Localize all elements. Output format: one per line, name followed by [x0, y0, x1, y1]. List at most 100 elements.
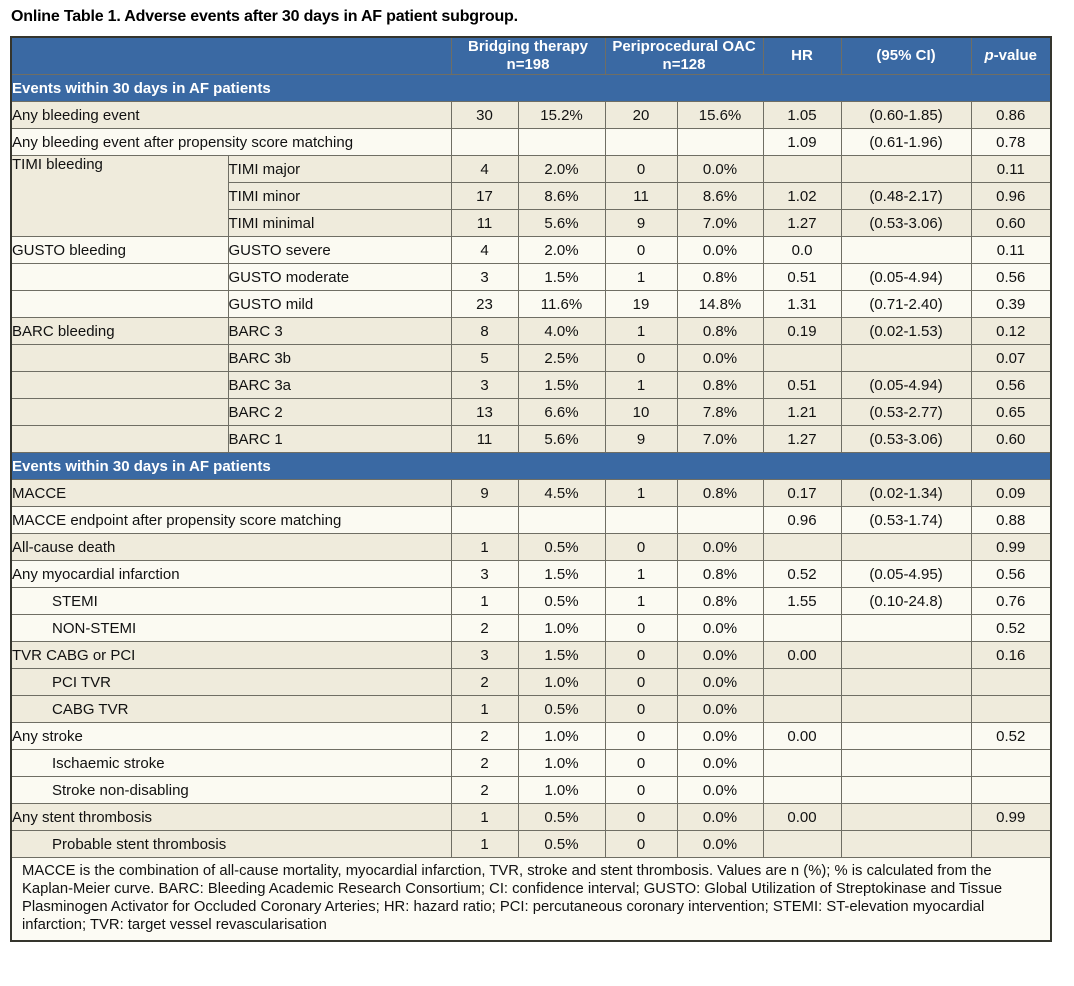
cell-oac-pct: 0.0% [676, 533, 764, 561]
cell-pvalue: 0.78 [970, 128, 1052, 156]
cell-oac-pct: 0.0% [676, 236, 764, 264]
table-body: Events within 30 days in AF patients Any … [10, 74, 1052, 858]
table-foot: MACCE is the combination of all-cause mo… [10, 857, 1052, 942]
cell-bridging-pct: 15.2% [517, 101, 606, 129]
cell-bridging-pct: 0.5% [517, 830, 606, 858]
table-row: GUSTO moderate 3 1.5% 1 0.8% 0.51 (0.05-4.94) 0… [10, 263, 1052, 291]
cell-ci [840, 776, 972, 804]
table-row: BARC 2 13 6.6% 10 7.8% 1.21 (0.53-2.77) 0.65 [10, 398, 1052, 426]
cell-bridging-pct: 6.6% [517, 398, 606, 426]
cell-oac-n: 0 [604, 641, 678, 669]
table-row: Any stent thrombosis 1 0.5% 0 0.0% 0.00 0.99 [10, 803, 1052, 831]
cell-oac-n: 0 [604, 695, 678, 723]
cell-ci [840, 533, 972, 561]
table-row: Any stroke 2 1.0% 0 0.0% 0.00 0.52 [10, 722, 1052, 750]
cell-hr [762, 776, 842, 804]
cell-hr: 1.02 [762, 182, 842, 210]
cell-oac-pct: 0.0% [676, 668, 764, 696]
cell-oac-n: 9 [604, 425, 678, 453]
cell-ci: (0.53-2.77) [840, 398, 972, 426]
cell-pvalue [970, 695, 1052, 723]
row-label: MACCE endpoint after propensity score ma… [10, 506, 452, 534]
cell-ci [840, 830, 972, 858]
cell-pvalue [970, 776, 1052, 804]
cell-ci [840, 749, 972, 777]
cell-bridging-n: 1 [450, 533, 519, 561]
header-line: n=128 [662, 56, 706, 73]
cell-hr: 1.27 [762, 209, 842, 237]
cell-bridging-pct: 1.5% [517, 263, 606, 291]
cell-bridging-pct: 0.5% [517, 695, 606, 723]
cell-ci: (0.05-4.94) [840, 371, 972, 399]
cell-bridging-n [450, 128, 519, 156]
cell-bridging-pct: 5.6% [517, 209, 606, 237]
cell-bridging-n: 4 [450, 155, 519, 183]
cell-bridging-pct: 4.5% [517, 479, 606, 507]
cell-oac-n: 1 [604, 587, 678, 615]
cell-oac-n: 1 [604, 560, 678, 588]
header-line: Periprocedural OAC [612, 38, 756, 55]
cell-oac-pct: 0.0% [676, 803, 764, 831]
table-row: CABG TVR 1 0.5% 0 0.0% [10, 695, 1052, 723]
cell-hr [762, 614, 842, 642]
cell-ci: (0.10-24.8) [840, 587, 972, 615]
cell-ci [840, 641, 972, 669]
cell-oac-n: 0 [604, 236, 678, 264]
cell-pvalue [970, 749, 1052, 777]
cell-oac-pct [676, 128, 764, 156]
table-row: BARC 3a 3 1.5% 1 0.8% 0.51 (0.05-4.94) 0.56 [10, 371, 1052, 399]
cell-hr: 0.19 [762, 317, 842, 345]
cell-oac-pct: 0.8% [676, 263, 764, 291]
cell-hr: 0.51 [762, 263, 842, 291]
table-row: TIMI bleeding TIMI major 4 2.0% 0 0.0% 0.11 [10, 155, 1052, 237]
cell-oac-pct: 0.8% [676, 479, 764, 507]
cell-ci: (0.53-3.06) [840, 425, 972, 453]
table-row: BARC 1 11 5.6% 9 7.0% 1.27 (0.53-3.06) 0.60 [10, 425, 1052, 453]
cell-ci [840, 344, 972, 372]
group-label: TIMI bleeding [10, 155, 229, 237]
cell-pvalue: 0.86 [970, 101, 1052, 129]
cell-hr: 1.55 [762, 587, 842, 615]
cell-pvalue: 0.96 [970, 182, 1052, 210]
group-label [10, 344, 229, 372]
cell-bridging-pct: 1.0% [517, 776, 606, 804]
cell-bridging-pct: 1.0% [517, 749, 606, 777]
cell-ci: (0.53-3.06) [840, 209, 972, 237]
cell-oac-pct: 0.0% [676, 722, 764, 750]
cell-bridging-n: 3 [450, 560, 519, 588]
col-header-ci: (95% CI) [840, 36, 972, 75]
cell-ci: (0.61-1.96) [840, 128, 972, 156]
cell-bridging-n: 9 [450, 479, 519, 507]
cell-oac-pct: 0.0% [676, 614, 764, 642]
cell-bridging-n: 2 [450, 776, 519, 804]
header-line: n=198 [506, 56, 550, 73]
cell-oac-n: 0 [604, 722, 678, 750]
cell-oac-pct [676, 506, 764, 534]
cell-oac-pct: 7.0% [676, 425, 764, 453]
cell-bridging-n: 23 [450, 290, 519, 318]
sub-label: BARC 1 [227, 425, 452, 453]
sub-label: BARC 2 [227, 398, 452, 426]
table-footnote: MACCE is the combination of all-cause mo… [10, 857, 1052, 942]
cell-hr: 0.52 [762, 560, 842, 588]
cell-oac-n: 0 [604, 344, 678, 372]
cell-bridging-n: 17 [450, 182, 519, 210]
cell-pvalue: 0.99 [970, 803, 1052, 831]
cell-pvalue [970, 668, 1052, 696]
cell-bridging-n: 30 [450, 101, 519, 129]
cell-bridging-n: 4 [450, 236, 519, 264]
cell-bridging-n: 3 [450, 371, 519, 399]
cell-bridging-n: 11 [450, 209, 519, 237]
cell-hr [762, 830, 842, 858]
row-label: Any bleeding event after propensity scor… [10, 128, 452, 156]
cell-oac-pct: 0.0% [676, 830, 764, 858]
cell-oac-n: 1 [604, 317, 678, 345]
cell-ci [840, 155, 972, 183]
cell-pvalue: 0.56 [970, 263, 1052, 291]
cell-oac-n: 0 [604, 749, 678, 777]
cell-hr: 0.96 [762, 506, 842, 534]
table-row: NON-STEMI 2 1.0% 0 0.0% 0.52 [10, 614, 1052, 642]
group-label [10, 371, 229, 399]
sub-label: TIMI minimal [227, 209, 452, 237]
cell-hr: 1.09 [762, 128, 842, 156]
